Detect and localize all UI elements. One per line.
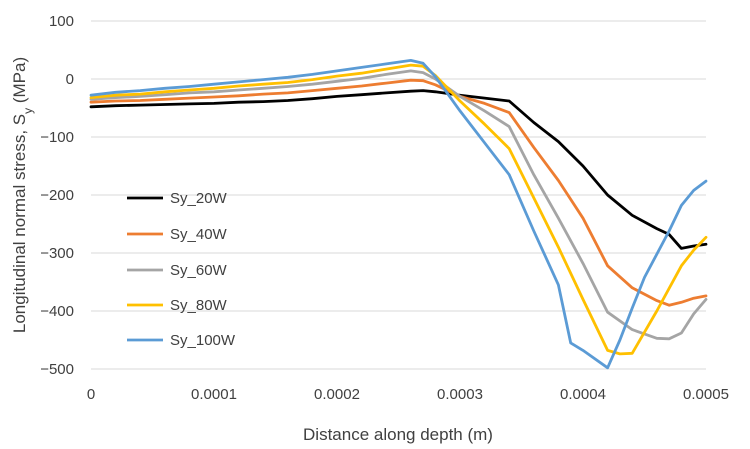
x-tick-label: 0.0001 xyxy=(191,386,237,403)
legend-label: Sy_100W xyxy=(170,332,236,349)
y-tick-label: −100 xyxy=(40,129,74,146)
y-axis-title-main: Longitudinal normal stress, S xyxy=(10,114,29,333)
legend-label: Sy_40W xyxy=(170,226,228,243)
y-axis-tick-labels: 100 0 −100 −200 −300 −400 −500 xyxy=(40,13,74,378)
series-line-sy-20w xyxy=(89,89,708,250)
series-lines xyxy=(89,59,708,370)
series-line-sy-40w xyxy=(89,78,708,307)
series-line-sy-60w xyxy=(89,69,708,341)
x-tick-label: 0 xyxy=(87,386,95,403)
y-tick-label: 0 xyxy=(66,71,74,88)
legend: Sy_20W Sy_40W Sy_60W Sy_80W Sy_100W xyxy=(127,190,236,349)
legend-label: Sy_80W xyxy=(170,297,228,314)
legend-label: Sy_20W xyxy=(170,190,228,207)
y-tick-label: −500 xyxy=(40,361,74,378)
y-tick-label: −400 xyxy=(40,303,74,320)
legend-label: Sy_60W xyxy=(170,262,228,279)
series-line-sy-100w xyxy=(89,59,708,370)
gridlines xyxy=(91,20,706,370)
y-tick-label: −300 xyxy=(40,245,74,262)
x-tick-label: 0.0002 xyxy=(314,386,360,403)
y-axis-title: Longitudinal normal stress, Sy (MPa) xyxy=(10,57,35,333)
y-tick-label: −200 xyxy=(40,187,74,204)
y-tick-label: 100 xyxy=(49,13,74,30)
x-axis-title: Distance along depth (m) xyxy=(303,425,493,444)
x-axis-tick-labels: 0 0.0001 0.0002 0.0003 0.0004 0.0005 xyxy=(87,386,729,403)
y-axis-title-unit: (MPa) xyxy=(10,57,29,108)
y-axis-title-subscript: y xyxy=(21,108,35,114)
series-line-sy-80w xyxy=(89,63,708,356)
x-tick-label: 0.0004 xyxy=(560,386,606,403)
x-tick-label: 0.0005 xyxy=(683,386,729,403)
x-tick-label: 0.0003 xyxy=(437,386,483,403)
